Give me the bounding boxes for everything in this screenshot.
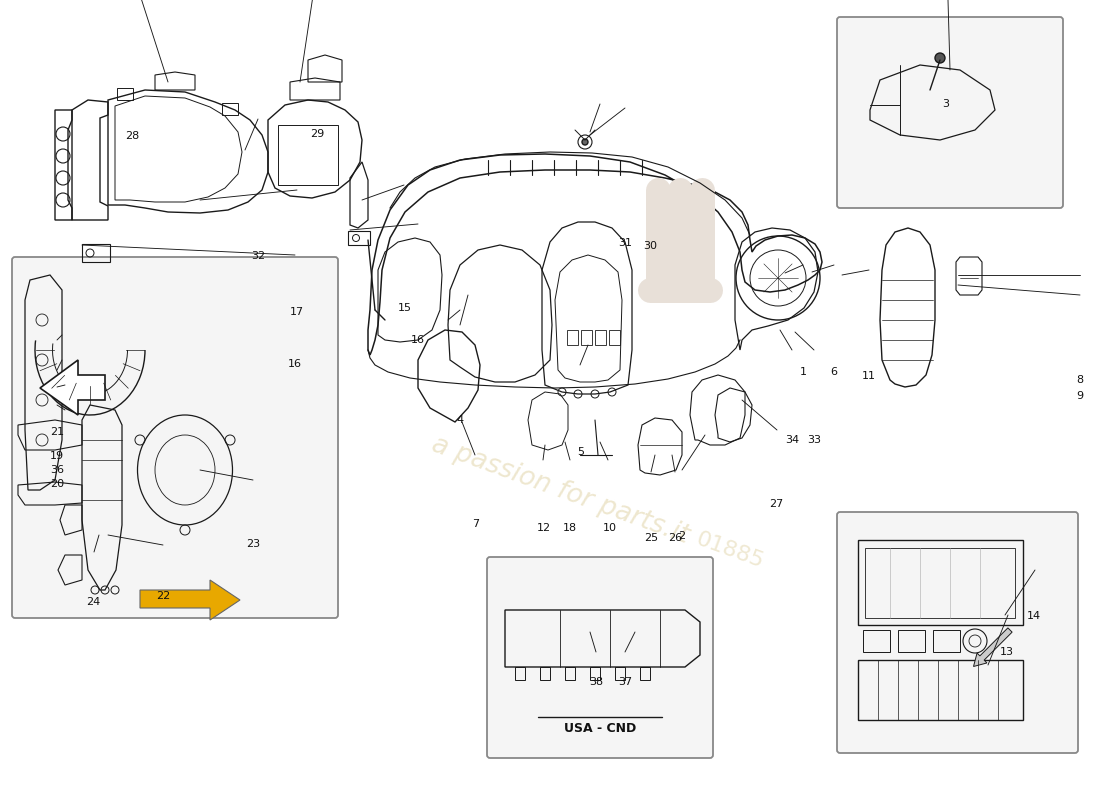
Text: 21: 21 — [51, 427, 64, 437]
Text: 18: 18 — [563, 523, 576, 533]
Text: 29: 29 — [310, 130, 323, 139]
Text: 34: 34 — [785, 435, 799, 445]
FancyBboxPatch shape — [837, 512, 1078, 753]
Text: 27: 27 — [770, 499, 783, 509]
Text: 5: 5 — [578, 447, 584, 457]
Text: 30: 30 — [644, 242, 657, 251]
Text: 31: 31 — [618, 238, 631, 248]
Bar — [898, 630, 925, 652]
Text: 8: 8 — [1077, 375, 1084, 385]
Polygon shape — [140, 580, 240, 620]
Text: 16: 16 — [411, 335, 425, 345]
Text: 4: 4 — [456, 415, 463, 425]
Text: 11: 11 — [862, 371, 876, 381]
Text: 20: 20 — [51, 479, 64, 489]
Bar — [865, 548, 1015, 618]
Text: 28: 28 — [125, 131, 139, 141]
Text: 16: 16 — [288, 359, 301, 369]
Bar — [595, 330, 606, 345]
Bar — [858, 540, 1023, 625]
Text: 14: 14 — [1027, 611, 1041, 621]
Text: 38: 38 — [590, 677, 603, 686]
Text: 36: 36 — [51, 465, 64, 474]
Bar — [566, 330, 578, 345]
Text: 26: 26 — [669, 533, 682, 542]
Text: 01885: 01885 — [693, 529, 767, 571]
Bar — [278, 125, 338, 185]
FancyArrow shape — [974, 628, 1012, 666]
Text: a passion for parts.it: a passion for parts.it — [428, 431, 692, 549]
Text: 15: 15 — [398, 303, 411, 313]
Polygon shape — [40, 360, 104, 415]
Text: 1: 1 — [800, 367, 806, 377]
Bar — [515, 667, 525, 680]
Text: 33: 33 — [807, 435, 821, 445]
Bar — [348, 231, 370, 245]
Circle shape — [935, 53, 945, 63]
Text: 23: 23 — [246, 539, 260, 549]
Text: USA - CND: USA - CND — [564, 722, 636, 734]
Text: 19: 19 — [51, 451, 64, 461]
Text: 7: 7 — [472, 519, 478, 529]
FancyBboxPatch shape — [12, 257, 338, 618]
Text: 17: 17 — [290, 307, 304, 317]
Text: 3: 3 — [943, 99, 949, 109]
Bar — [933, 630, 960, 652]
Bar — [640, 667, 650, 680]
Text: 13: 13 — [1000, 647, 1013, 657]
Text: 10: 10 — [603, 523, 616, 533]
Text: 37: 37 — [618, 677, 631, 686]
Text: 2: 2 — [679, 531, 685, 541]
Bar — [581, 330, 592, 345]
Text: 12: 12 — [537, 523, 550, 533]
FancyBboxPatch shape — [837, 17, 1063, 208]
Bar — [540, 667, 550, 680]
Bar — [609, 330, 620, 345]
Text: 32: 32 — [252, 251, 265, 261]
Bar — [615, 667, 625, 680]
Text: 22: 22 — [156, 591, 169, 601]
Circle shape — [582, 139, 588, 145]
Text: 25: 25 — [645, 533, 658, 542]
Bar — [864, 630, 890, 652]
Bar — [590, 667, 600, 680]
Text: 6: 6 — [830, 367, 837, 377]
FancyBboxPatch shape — [487, 557, 713, 758]
Bar — [82, 244, 110, 262]
Bar — [858, 660, 1023, 720]
Text: 9: 9 — [1077, 391, 1084, 401]
Text: 24: 24 — [87, 597, 100, 606]
Bar — [565, 667, 575, 680]
